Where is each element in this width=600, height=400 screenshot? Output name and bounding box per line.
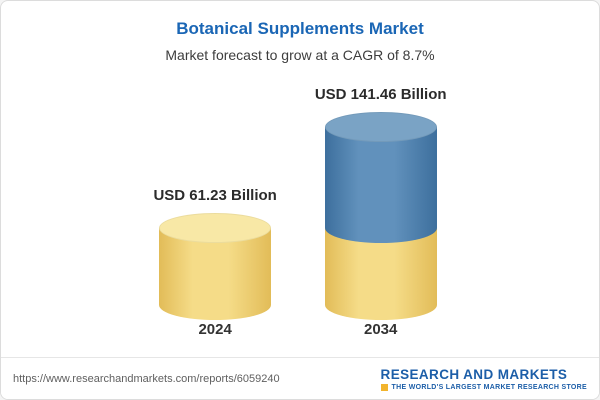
axis-label-2024: 2024 bbox=[198, 321, 232, 338]
axis-label-2034: 2034 bbox=[364, 321, 398, 338]
bar-group-2034: USD 141.46 Billion 2034 bbox=[315, 86, 447, 338]
research-and-markets-logo: RESEARCH AND MARKETS THE WORLD'S LARGEST… bbox=[380, 366, 587, 391]
bar-value-label-2034: USD 141.46 Billion bbox=[314, 86, 447, 103]
logo-tagline: THE WORLD'S LARGEST MARKET RESEARCH STOR… bbox=[391, 383, 587, 391]
chart-title: Botanical Supplements Market bbox=[176, 19, 424, 38]
logo-square-icon bbox=[380, 383, 388, 391]
footer-bar: https://www.researchandmarkets.com/repor… bbox=[1, 357, 599, 399]
bar-group-2024: USD 61.23 Billion 2024 bbox=[153, 187, 276, 338]
report-url[interactable]: https://www.researchandmarkets.com/repor… bbox=[13, 372, 280, 385]
cylinder-bar-2024 bbox=[159, 213, 272, 320]
cylinder-top-cap bbox=[159, 213, 272, 243]
bar-value-label-2024: USD 61.23 Billion bbox=[153, 187, 277, 204]
cylinder-top-cap bbox=[324, 112, 437, 142]
logo-tagline-row: THE WORLD'S LARGEST MARKET RESEARCH STOR… bbox=[380, 383, 587, 391]
bar-chart: USD 61.23 Billion 2024 USD 141.46 Billio… bbox=[1, 63, 599, 338]
logo-wordmark: RESEARCH AND MARKETS bbox=[380, 366, 568, 382]
cylinder-bar-2034 bbox=[324, 112, 437, 320]
chart-subtitle: Market forecast to grow at a CAGR of 8.7… bbox=[165, 47, 435, 63]
